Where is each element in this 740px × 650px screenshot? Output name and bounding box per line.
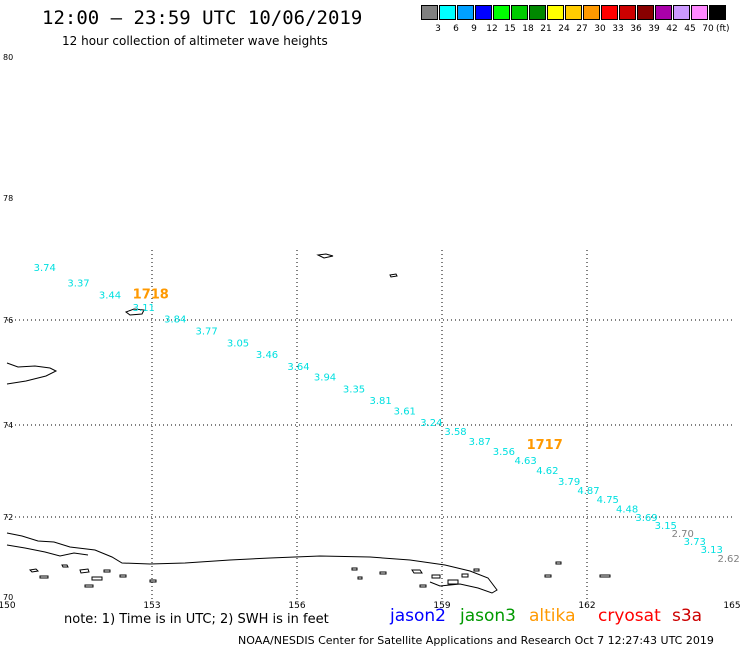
satellite-name: cryosat bbox=[598, 606, 661, 626]
map-subtitle: 12 hour collection of altimeter wave hei… bbox=[62, 34, 328, 48]
legend-label: 33 bbox=[612, 24, 624, 34]
legend-swatch bbox=[439, 5, 456, 20]
satellite-name: altika bbox=[529, 606, 576, 626]
lon-tick-label: 150 bbox=[0, 601, 16, 610]
wave-height-label: 2.62 bbox=[718, 554, 740, 565]
legend-swatch bbox=[457, 5, 474, 20]
legend-swatch bbox=[421, 5, 438, 20]
legend-swatch bbox=[619, 5, 636, 20]
legend-label: 36 bbox=[630, 24, 642, 34]
legend-label: 9 bbox=[471, 24, 477, 34]
legend-label: 39 bbox=[648, 24, 660, 34]
lat-tick-label: 80 bbox=[3, 53, 13, 62]
wave-height-label: 3.56 bbox=[493, 447, 515, 458]
legend-swatch bbox=[673, 5, 690, 20]
altimeter-map: 150 153 156 159 162 165 70 72 74 76 78 80 3.74 3.37… bbox=[0, 53, 740, 610]
legend-label: 24 bbox=[558, 24, 570, 34]
wave-height-label: 3.64 bbox=[287, 362, 309, 373]
wave-height-label: 4.63 bbox=[515, 456, 537, 467]
legend-swatch bbox=[655, 5, 672, 20]
coastline bbox=[6, 253, 498, 594]
lat-tick-label: 74 bbox=[3, 421, 13, 430]
wave-height-label: 3.94 bbox=[314, 372, 336, 383]
legend-swatch bbox=[709, 5, 726, 20]
legend-label: 15 bbox=[504, 24, 516, 34]
pass-time-label: 1718 bbox=[133, 288, 169, 303]
lon-tick-label: 165 bbox=[723, 601, 740, 610]
wave-height-label: 3.13 bbox=[701, 545, 723, 556]
wave-height-label: 3.15 bbox=[655, 521, 677, 532]
wave-height-label: 4.48 bbox=[616, 504, 638, 515]
pass-time-label: 1717 bbox=[527, 438, 563, 453]
lon-tick-label: 159 bbox=[433, 601, 450, 610]
wave-height-labels: 3.74 3.37 3.44 3.11 3.84 3.77 3.05 3.46 3.64 3.94… bbox=[34, 263, 740, 565]
wave-height-label: 3.87 bbox=[469, 437, 491, 448]
wave-height-label: 3.81 bbox=[370, 396, 392, 407]
lat-tick-label: 78 bbox=[3, 194, 13, 203]
legend-label: 27 bbox=[576, 24, 588, 34]
legend-swatch bbox=[511, 5, 528, 20]
units-note: note: 1) Time is in UTC; 2) SWH is in fe… bbox=[64, 612, 329, 627]
pass-time-labels: 1718 1717 bbox=[133, 288, 563, 453]
satellite-name: jason2 bbox=[390, 606, 446, 626]
wave-height-label: 3.69 bbox=[635, 513, 657, 524]
legend-label: 30 bbox=[594, 24, 606, 34]
longitude-labels: 150 153 156 159 162 165 bbox=[0, 601, 740, 610]
lat-tick-label: 72 bbox=[3, 513, 13, 522]
latitude-labels: 70 72 74 76 78 80 bbox=[3, 53, 13, 602]
map-title: 12:00 – 23:59 UTC 10/06/2019 bbox=[42, 7, 363, 29]
wave-height-label: 3.24 bbox=[420, 418, 442, 429]
wave-height-label: 3.11 bbox=[133, 303, 155, 314]
wave-height-label: 3.73 bbox=[684, 537, 706, 548]
lat-lon-grid bbox=[7, 250, 735, 600]
satellite-name: jason3 bbox=[460, 606, 516, 626]
legend-label: 21 bbox=[540, 24, 552, 34]
lat-tick-label: 76 bbox=[3, 316, 13, 325]
wave-height-label: 2.70 bbox=[672, 529, 694, 540]
wave-height-label: 3.61 bbox=[394, 407, 416, 418]
legend-swatch bbox=[493, 5, 510, 20]
wave-height-label: 4.75 bbox=[597, 495, 619, 506]
wave-height-label: 3.79 bbox=[558, 477, 580, 488]
wave-height-label: 4.62 bbox=[536, 466, 558, 477]
legend-label: 3 bbox=[435, 24, 441, 34]
wave-height-label: 3.05 bbox=[227, 338, 249, 349]
legend-swatch bbox=[547, 5, 564, 20]
island-fragments bbox=[28, 561, 611, 588]
legend-swatch bbox=[475, 5, 492, 20]
lon-tick-label: 153 bbox=[143, 601, 160, 610]
wave-height-label: 3.46 bbox=[256, 350, 278, 361]
legend-label: 12 bbox=[486, 24, 498, 34]
legend-swatch bbox=[637, 5, 654, 20]
wave-height-label: 4.87 bbox=[577, 486, 599, 497]
legend-swatch bbox=[601, 5, 618, 20]
satellite-name: s3a bbox=[672, 606, 703, 626]
legend-swatch bbox=[529, 5, 546, 20]
legend-label: 70 bbox=[702, 24, 714, 34]
legend-swatch bbox=[565, 5, 582, 20]
wave-height-label: 3.74 bbox=[34, 263, 56, 274]
credit-footer: NOAA/NESDIS Center for Satellite Applica… bbox=[238, 634, 714, 647]
legend-label: 42 bbox=[666, 24, 678, 34]
legend-unit: (ft) bbox=[716, 24, 730, 34]
legend-label: 6 bbox=[453, 24, 459, 34]
wave-height-label: 3.44 bbox=[99, 291, 121, 302]
wave-height-label: 3.58 bbox=[444, 427, 466, 438]
legend-label: 18 bbox=[522, 24, 534, 34]
lon-tick-label: 162 bbox=[578, 601, 595, 610]
legend-swatch bbox=[583, 5, 600, 20]
wave-height-label: 3.35 bbox=[343, 384, 365, 395]
lat-tick-label: 70 bbox=[3, 593, 13, 602]
wave-height-label: 3.77 bbox=[196, 327, 218, 338]
legend-swatch bbox=[691, 5, 708, 20]
legend-label: 45 bbox=[684, 24, 696, 34]
wave-height-label: 3.84 bbox=[164, 315, 186, 326]
lon-tick-label: 156 bbox=[288, 601, 305, 610]
wave-height-label: 3.37 bbox=[67, 278, 89, 289]
